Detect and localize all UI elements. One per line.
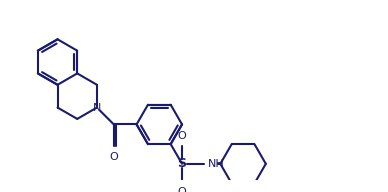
Text: S: S <box>178 157 187 170</box>
Text: N: N <box>93 103 101 113</box>
Text: NH: NH <box>208 159 225 169</box>
Text: O: O <box>178 131 186 141</box>
Text: O: O <box>178 187 186 192</box>
Text: O: O <box>109 152 118 162</box>
